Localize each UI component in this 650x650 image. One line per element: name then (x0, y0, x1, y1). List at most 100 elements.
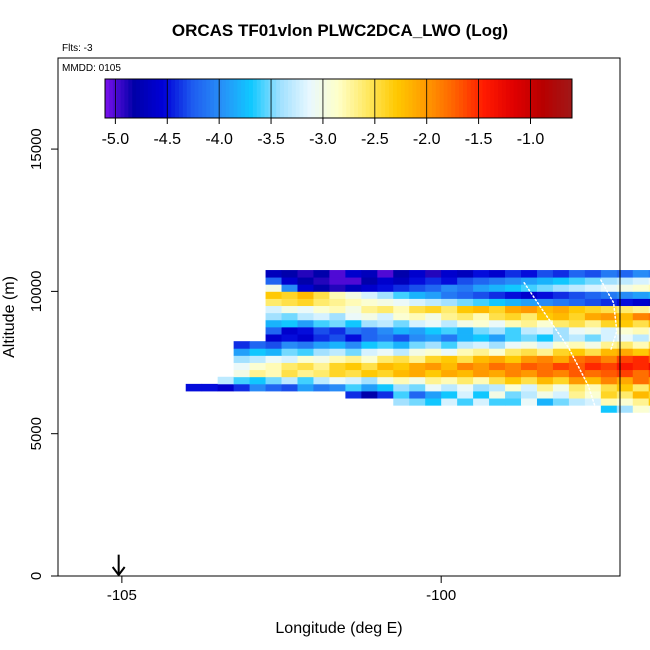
colorbar-tick-label: -1.0 (517, 131, 545, 148)
heatmap-cell (457, 355, 474, 363)
heatmap-cell (329, 312, 346, 321)
heatmap-cell (648, 341, 650, 349)
heatmap-cell (505, 369, 522, 378)
heatmap-cell (521, 319, 538, 328)
heatmap-cell (313, 362, 330, 371)
heatmap-cell (473, 298, 490, 307)
heatmap-cell (600, 405, 618, 413)
heatmap-cell (281, 319, 298, 328)
heatmap-cell (377, 383, 394, 392)
heatmap-cell (345, 284, 362, 292)
colorbar-segment (365, 79, 371, 118)
heatmap-cell (281, 383, 298, 392)
colorbar-segment (463, 79, 468, 118)
heatmap-cell (377, 312, 394, 321)
heatmap-cell (265, 270, 282, 278)
heatmap-cell (457, 369, 474, 378)
heatmap-cell (249, 383, 266, 392)
heatmap-cell (361, 270, 378, 278)
heatmap-cell (281, 326, 298, 335)
heatmap-cell (297, 383, 314, 392)
heatmap-cell (632, 305, 650, 314)
colorbar-segment (350, 79, 355, 118)
heatmap-cell (425, 391, 442, 399)
heatmap-cell (441, 298, 458, 307)
heatmap-cell (552, 270, 570, 278)
heatmap-cell (521, 277, 538, 285)
heatmap-cell (345, 277, 362, 285)
heatmap-cell (425, 305, 442, 314)
colorbar-segment (151, 79, 157, 118)
heatmap-cell (361, 355, 378, 363)
heatmap-cell (265, 319, 282, 328)
heatmap-cell (377, 369, 394, 378)
heatmap-cell (345, 319, 362, 328)
heatmap-cell (552, 348, 570, 356)
heatmap-cell (329, 326, 346, 335)
colorbar-segment (206, 79, 211, 118)
heatmap-cell (536, 362, 554, 371)
heatmap-cell (377, 326, 394, 335)
heatmap-cell (313, 270, 330, 278)
heatmap-cell (233, 348, 250, 356)
heatmap-cell (233, 355, 250, 363)
x-tick-label: -105 (107, 587, 137, 604)
heatmap-cell (473, 291, 490, 299)
heatmap-cell (329, 348, 346, 356)
heatmap-cell (361, 376, 378, 385)
colorbar-segment (136, 79, 141, 118)
heatmap-cell (425, 291, 442, 299)
heatmap-cell (632, 291, 650, 299)
heatmap-cell (265, 355, 282, 363)
heatmap-cell (489, 348, 506, 356)
heatmap-cell (281, 348, 298, 356)
heatmap-cell (313, 355, 330, 363)
colorbar-segment (167, 79, 172, 118)
heatmap-cell (521, 312, 538, 321)
heatmap-cell (600, 312, 618, 321)
colorbar-tick-label: -3.5 (257, 131, 285, 148)
heatmap-cell (361, 341, 378, 349)
heatmap-cell (473, 319, 490, 328)
heatmap-cell (425, 334, 442, 342)
colorbar-segment (342, 79, 347, 118)
heatmap-cell (505, 348, 522, 356)
heatmap-cell (425, 383, 442, 392)
heatmap-cell (393, 270, 410, 278)
heatmap-cell (568, 270, 586, 278)
heatmap-cell (297, 362, 314, 371)
heatmap-cell (441, 334, 458, 342)
heatmap-cell (552, 312, 570, 321)
heatmap-cell (632, 383, 650, 392)
heatmap-cell (409, 326, 426, 335)
heatmap-cell (441, 348, 458, 356)
heatmap-cell (568, 376, 586, 385)
colorbar-segment (443, 79, 448, 118)
heatmap-cell (616, 277, 634, 285)
heatmap-cell (329, 298, 346, 307)
heatmap-cell (616, 334, 634, 342)
heatmap-cell (632, 341, 650, 349)
heatmap-cell (552, 376, 570, 385)
colorbar-segment (533, 79, 538, 118)
heatmap-cell (552, 298, 570, 307)
heatmap-cell (457, 312, 474, 321)
heatmap-cell (648, 383, 650, 392)
colorbar-segment (108, 79, 114, 118)
heatmap-cell (393, 319, 410, 328)
heatmap-cell (425, 376, 442, 385)
heatmap-cell (632, 326, 650, 335)
heatmap-cell (441, 305, 458, 314)
colorbar-segment (284, 79, 289, 118)
heatmap-cell (457, 391, 474, 399)
heatmap-cell (393, 369, 410, 378)
colorbar-segment (408, 79, 413, 118)
heatmap-cell (441, 383, 458, 392)
heatmap-cell (425, 362, 442, 371)
heatmap-cell (377, 391, 394, 399)
colorbar-segment (494, 79, 499, 118)
colorbar-segment (276, 79, 281, 118)
heatmap-cell (313, 305, 330, 314)
y-axis-ticks: 0 5000 10000 15000 (28, 128, 58, 580)
colorbar-segment (513, 79, 519, 118)
